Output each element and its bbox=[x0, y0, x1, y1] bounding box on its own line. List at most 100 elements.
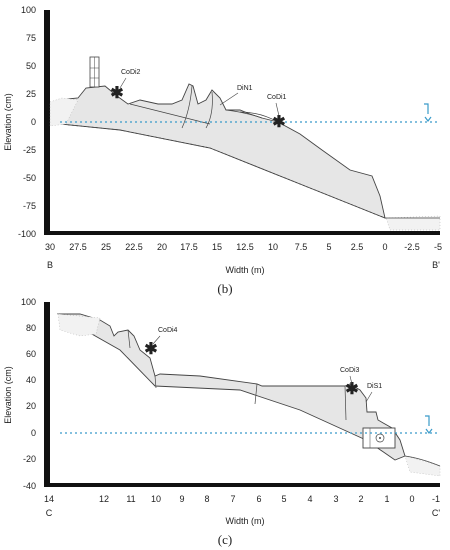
y-tick: 20 bbox=[26, 401, 36, 411]
feature-label-codi1: CoDi1 bbox=[267, 94, 287, 101]
x-tick: 30 bbox=[45, 242, 55, 252]
feature-label-codi2: CoDi2 bbox=[121, 69, 141, 76]
x-tick: 7 bbox=[230, 494, 235, 504]
step-line bbox=[344, 385, 347, 421]
asterisk-icon: ✱ bbox=[144, 341, 157, 358]
y-tick: 25 bbox=[26, 89, 36, 99]
feature-label-codi4: CoDi4 bbox=[158, 327, 178, 334]
x-tick: 5 bbox=[326, 242, 331, 252]
y-tick: -40 bbox=[23, 481, 36, 491]
label-arrow bbox=[349, 375, 353, 385]
x-tick: 11 bbox=[126, 494, 135, 504]
lower-boundary bbox=[59, 123, 386, 219]
x-tick: -1 bbox=[432, 494, 440, 504]
ground-profile bbox=[57, 83, 386, 219]
y-tick: 75 bbox=[26, 33, 36, 43]
section-start-label: C bbox=[46, 508, 53, 518]
structure-target-dot bbox=[379, 437, 381, 439]
width-scale-bar bbox=[44, 231, 440, 235]
section-start-label: B bbox=[47, 260, 53, 270]
x-tick: 14 bbox=[44, 494, 54, 504]
x-tick: 3 bbox=[333, 494, 338, 504]
asterisk-icon: ✱ bbox=[345, 381, 358, 398]
x-tick: 4 bbox=[307, 494, 312, 504]
step-line bbox=[254, 383, 258, 405]
feature-label-dis1: DiS1 bbox=[367, 383, 382, 390]
y-tick: -50 bbox=[23, 173, 36, 183]
y-tick: -100 bbox=[18, 229, 36, 239]
label-arrow bbox=[119, 77, 127, 89]
x-tick: 22.5 bbox=[125, 242, 143, 252]
structure-target-icon bbox=[375, 433, 385, 443]
elevation-scale-bar bbox=[44, 302, 50, 487]
left-deposit bbox=[57, 313, 101, 337]
x-axis-title: Width (m) bbox=[226, 516, 265, 526]
y-tick: -20 bbox=[23, 454, 36, 464]
label-arrow bbox=[219, 92, 239, 106]
y-tick: 100 bbox=[21, 5, 36, 15]
x-tick: -2.5 bbox=[404, 242, 420, 252]
y-axis-title: Elevation (cm) bbox=[3, 366, 13, 424]
section-end-label: C' bbox=[432, 508, 440, 518]
right-deposit bbox=[385, 215, 441, 231]
x-tick: 1 bbox=[384, 494, 389, 504]
inner-line bbox=[205, 91, 213, 129]
right-deposit bbox=[404, 455, 441, 477]
y-tick: 60 bbox=[26, 349, 36, 359]
panel-b: 100 75 50 25 0 -25 -50 -75 -100 Elevatio… bbox=[3, 5, 442, 296]
x-tick: 12 bbox=[99, 494, 109, 504]
x-tick: 17.5 bbox=[180, 242, 198, 252]
ground-profile bbox=[56, 313, 406, 461]
step-line bbox=[127, 329, 131, 349]
x-axis-title: Width (m) bbox=[226, 265, 265, 275]
x-tick: 15 bbox=[212, 242, 222, 252]
feature-label-din1: DiN1 bbox=[237, 85, 253, 92]
water-level-icon bbox=[424, 103, 432, 122]
y-tick: -25 bbox=[23, 145, 36, 155]
x-tick: 2.5 bbox=[351, 242, 364, 252]
feature-label-codi3: CoDi3 bbox=[340, 367, 360, 374]
x-tick: 20 bbox=[157, 242, 167, 252]
inner-line bbox=[225, 109, 263, 119]
panel-caption: (b) bbox=[217, 281, 232, 296]
section-end-label: B' bbox=[432, 260, 440, 270]
asterisk-icon: ✱ bbox=[110, 85, 123, 102]
right-shore-line bbox=[404, 455, 441, 467]
x-tick: 12.5 bbox=[236, 242, 254, 252]
y-axis-title: Elevation (cm) bbox=[3, 93, 13, 151]
left-deposit bbox=[49, 97, 79, 127]
y-tick: 0 bbox=[31, 117, 36, 127]
width-scale-bar bbox=[44, 483, 440, 487]
step-line bbox=[154, 375, 157, 389]
x-tick: 25 bbox=[101, 242, 111, 252]
x-tick: 9 bbox=[179, 494, 184, 504]
x-tick: 7.5 bbox=[295, 242, 308, 252]
panel-c: 100 80 60 40 20 0 -20 -40 Elevation (cm)… bbox=[3, 297, 440, 547]
x-tick: 10 bbox=[268, 242, 278, 252]
inner-line bbox=[181, 85, 193, 129]
x-tick: 10 bbox=[151, 494, 161, 504]
x-tick: 8 bbox=[204, 494, 209, 504]
x-tick: 2 bbox=[358, 494, 363, 504]
x-tick: 27.5 bbox=[69, 242, 87, 252]
y-tick: 50 bbox=[26, 61, 36, 71]
water-level-icon bbox=[425, 415, 433, 434]
label-arrow bbox=[365, 391, 373, 403]
y-tick: -75 bbox=[23, 201, 36, 211]
panel-caption: (c) bbox=[218, 532, 232, 547]
label-arrow bbox=[152, 335, 161, 345]
x-tick: 0 bbox=[382, 242, 387, 252]
asterisk-icon: ✱ bbox=[272, 114, 285, 131]
elevation-scale-bar bbox=[44, 10, 50, 235]
y-tick: 40 bbox=[26, 375, 36, 385]
x-tick: 5 bbox=[281, 494, 286, 504]
inner-line bbox=[239, 111, 279, 123]
x-tick: -5 bbox=[434, 242, 442, 252]
y-tick: 100 bbox=[21, 297, 36, 307]
x-tick: 6 bbox=[256, 494, 261, 504]
y-tick: 0 bbox=[31, 428, 36, 438]
x-tick: 0 bbox=[409, 494, 414, 504]
y-tick: 80 bbox=[26, 323, 36, 333]
label-arrow bbox=[275, 102, 280, 117]
